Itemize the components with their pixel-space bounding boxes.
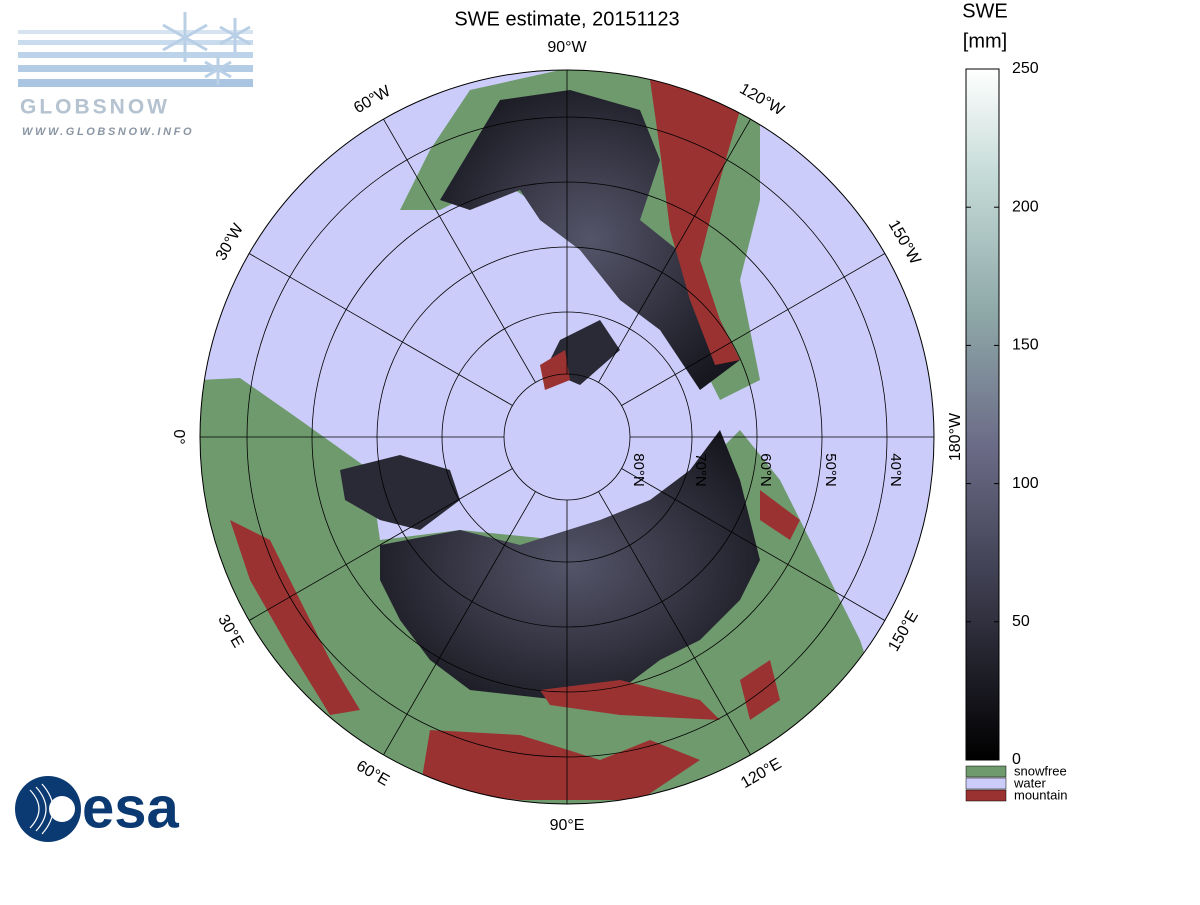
- latitude-label: 40°N: [887, 453, 904, 487]
- meridian: [383, 118, 536, 383]
- meridian: [248, 253, 513, 406]
- colorbar-tick-label: 100: [1012, 475, 1039, 492]
- longitude-label: 90°E: [550, 817, 585, 834]
- legend-label: mountain: [1014, 787, 1067, 802]
- longitude-label: 150°W: [885, 217, 924, 268]
- colorbar-tick-label: 250: [1012, 60, 1039, 77]
- legend-swatch: [965, 765, 1007, 778]
- colorbar-tick-label: 200: [1012, 198, 1039, 215]
- colorbar-unit: [mm]: [963, 30, 1007, 52]
- legend-label: water: [1013, 775, 1046, 790]
- longitude-label: 120°W: [737, 80, 788, 119]
- esa-logo: esa: [15, 775, 180, 842]
- longitude-label: 60°W: [351, 82, 394, 117]
- meridian: [383, 491, 536, 756]
- colorbar-tick-label: 50: [1012, 613, 1030, 630]
- colorbar-tick-label: 0: [1012, 751, 1021, 768]
- globsnow-url: WWW.GLOBSNOW.INFO: [22, 126, 194, 138]
- legend-label: snowfree: [1014, 763, 1067, 778]
- longitude-label: 90°W: [547, 39, 587, 56]
- longitude-label: 180°W: [947, 412, 964, 461]
- longitude-label: 0°: [170, 429, 187, 444]
- colorbar: [965, 68, 1000, 761]
- meridian: [598, 491, 751, 756]
- longitude-label: 30°W: [213, 220, 248, 263]
- globsnow-wordmark: GLOBSNOW: [20, 96, 170, 119]
- meridian: [248, 468, 513, 621]
- latitude-label: 60°N: [757, 453, 774, 487]
- map-title: SWE estimate, 20151123: [454, 8, 679, 30]
- meridian: [621, 468, 886, 621]
- latitude-label: 50°N: [822, 453, 839, 487]
- longitude-label: 120°E: [738, 755, 784, 792]
- colorbar-title: SWE: [962, 0, 1008, 22]
- map-frame: [199, 69, 935, 805]
- latitude-label: 80°N: [630, 453, 647, 487]
- meridian: [598, 118, 751, 383]
- globsnow-logo: GLOBSNOW WWW.GLOBSNOW.INFO: [18, 12, 253, 138]
- polar-map: [200, 70, 934, 804]
- legend-swatch: [965, 789, 1007, 802]
- esa-wordmark: esa: [82, 775, 180, 840]
- legend-swatch: [965, 777, 1007, 790]
- colorbar-tick-label: 150: [1012, 337, 1039, 354]
- meridian: [621, 253, 886, 406]
- latitude-label: 70°N: [692, 453, 709, 487]
- longitude-label: 60°E: [353, 758, 392, 790]
- longitude-label: 30°E: [214, 612, 246, 651]
- longitude-label: 150°E: [885, 608, 922, 654]
